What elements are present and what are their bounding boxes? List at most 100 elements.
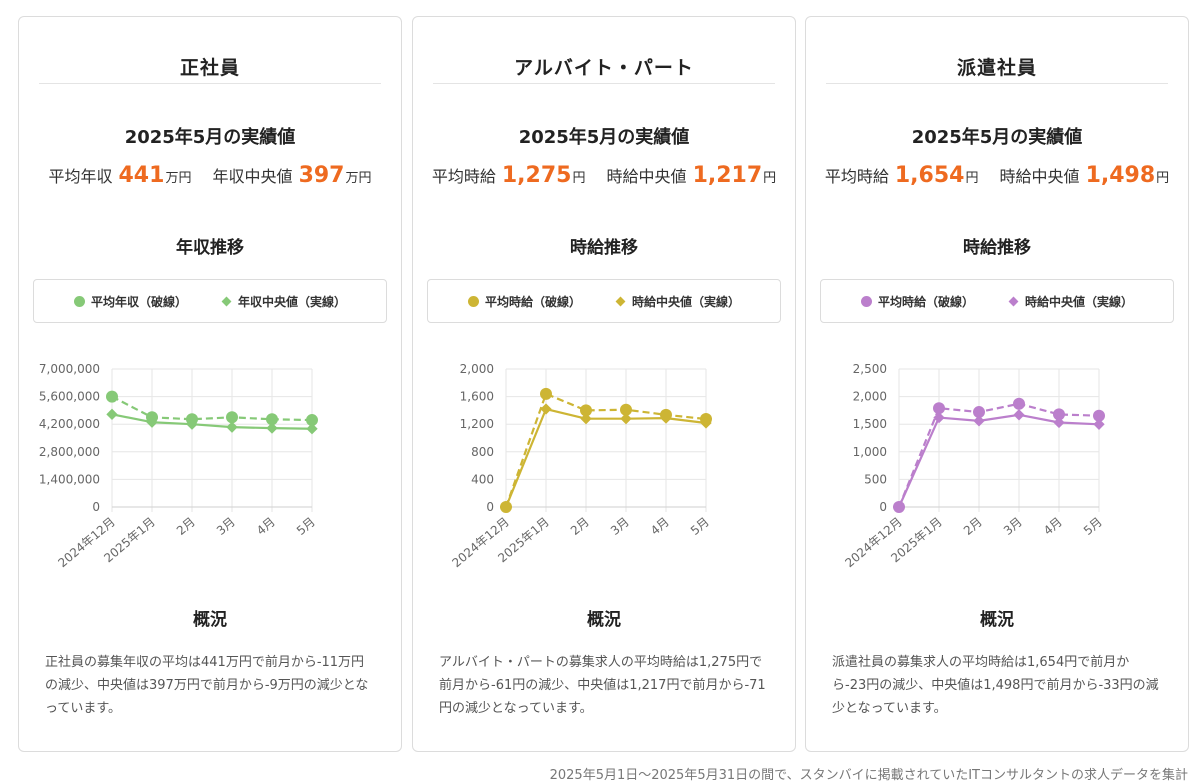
y-tick-label: 2,000	[460, 362, 494, 376]
card-arubaito-part: アルバイト・パート 2025年5月の実績値 平均時給 1,275円 時給中央値 1,…	[412, 16, 796, 752]
circle-marker-icon	[467, 295, 479, 307]
x-tick-label: 4月	[1041, 515, 1065, 538]
stat-unit: 円	[965, 171, 979, 186]
stat-unit: 円	[763, 171, 777, 186]
stat-median: 時給中央値 1,217円	[607, 163, 777, 188]
diamond-marker-icon	[221, 296, 232, 306]
y-tick-label: 7,000,000	[39, 362, 100, 376]
legend-label: 時給中央値（実線）	[632, 294, 741, 309]
legend-item-dashed[interactable]: 平均時給（破線）	[467, 293, 581, 310]
summary-title: 概況	[193, 610, 227, 630]
series-line-solid	[504, 407, 707, 508]
y-tick-label: 2,800,000	[39, 445, 100, 459]
series-line-solid	[897, 413, 1100, 508]
data-point-circle	[266, 413, 278, 426]
data-point-circle	[1093, 409, 1105, 422]
data-point-circle	[1053, 408, 1065, 421]
y-tick-label: 1,200	[460, 417, 494, 431]
y-tick-label: 5,600,000	[39, 390, 100, 404]
summary-text: アルバイト・パートの募集求人の平均時給は1,275円で前月から-61円の減少、中…	[439, 655, 766, 716]
x-tick-label: 4月	[648, 515, 672, 538]
stat-label: 平均年収	[48, 167, 113, 186]
data-point-circle	[540, 387, 552, 400]
y-tick-label: 0	[92, 500, 100, 514]
stat-unit: 円	[572, 171, 586, 186]
x-tick-label: 5月	[688, 515, 712, 538]
legend-item-dashed[interactable]: 平均年収（破線）	[73, 293, 187, 310]
results-title: 2025年5月の実績値	[124, 127, 296, 148]
y-tick-label: 1,500	[853, 417, 887, 431]
stat-median: 年収中央値 397万円	[213, 163, 372, 188]
data-point-circle	[226, 411, 238, 424]
y-tick-label: 1,600	[460, 390, 494, 404]
stat-average: 平均時給 1,275円	[432, 163, 586, 188]
legend-item-solid[interactable]: 年収中央値（実線）	[221, 293, 347, 310]
series-line-dashed	[111, 395, 313, 422]
legend-label: 平均時給（破線）	[877, 294, 974, 309]
y-tick-label: 0	[486, 500, 494, 514]
data-point-circle	[620, 403, 632, 416]
card-haken-shain: 派遣社員 2025年5月の実績値 平均時給 1,654円 時給中央値 1,498円 …	[805, 16, 1189, 752]
divider	[826, 83, 1168, 84]
stat-label: 時給中央値	[999, 167, 1080, 186]
series-line-solid	[111, 413, 313, 430]
summary-text: 派遣社員の募集求人の平均時給は1,654円で前月から-23円の減少、中央値は1,…	[832, 655, 1159, 716]
legend-label: 年収中央値（実線）	[238, 294, 347, 309]
data-point-diamond	[106, 408, 118, 420]
y-tick-label: 500	[864, 472, 887, 486]
card-title: 派遣社員	[956, 57, 1037, 79]
y-tick-label: 400	[471, 472, 494, 486]
chart-legend: 平均時給（破線） 時給中央値（実線）	[820, 279, 1174, 323]
data-point-diamond	[226, 421, 238, 433]
diamond-marker-icon	[1008, 296, 1019, 306]
data-point-circle	[973, 406, 985, 419]
legend-label: 時給中央値（実線）	[1025, 294, 1134, 309]
chart-legend: 平均年収（破線） 年収中央値（実線）	[33, 279, 387, 323]
x-tick-label: 3月	[608, 515, 632, 538]
footnote: 2025年5月1日～2025年5月31日の間で、スタンバイに掲載されていたITコ…	[549, 768, 1188, 783]
data-point-circle	[933, 402, 945, 415]
data-point-diamond	[1013, 409, 1025, 421]
stat-value: 397	[298, 163, 345, 188]
x-tick-label: 3月	[214, 515, 238, 538]
data-point-diamond	[1053, 416, 1065, 429]
legend-item-solid[interactable]: 時給中央値（実線）	[615, 293, 741, 310]
y-tick-label: 800	[471, 445, 494, 459]
card-title: アルバイト・パート	[514, 57, 694, 79]
legend-item-dashed[interactable]: 平均時給（破線）	[860, 293, 974, 310]
divider	[433, 83, 775, 84]
stat-label: 時給中央値	[606, 167, 687, 186]
stat-value: 1,275	[501, 163, 572, 188]
legend-item-solid[interactable]: 時給中央値（実線）	[1008, 293, 1134, 310]
stat-label: 年収中央値	[212, 167, 293, 186]
x-tick-label: 2月	[961, 515, 985, 538]
y-tick-label: 0	[879, 500, 887, 514]
x-tick-label: 2月	[568, 515, 592, 538]
data-point-diamond	[186, 418, 198, 430]
data-point-diamond	[306, 423, 318, 435]
results-title: 2025年5月の実績値	[911, 127, 1083, 148]
stat-unit: 円	[1156, 171, 1170, 186]
x-tick-label: 2月	[174, 515, 198, 538]
series-line-dashed	[897, 402, 1100, 508]
diamond-marker-icon	[615, 296, 626, 306]
data-point-circle	[1013, 397, 1025, 410]
y-tick-label: 2,000	[853, 390, 887, 404]
y-tick-label: 1,000	[853, 445, 887, 459]
data-point-diamond	[620, 413, 632, 425]
summary-title: 概況	[980, 610, 1014, 630]
data-point-circle	[580, 404, 592, 417]
divider	[39, 83, 381, 84]
x-tick-label: 5月	[294, 515, 318, 538]
x-tick-label: 5月	[1081, 515, 1105, 538]
stat-value: 1,498	[1085, 163, 1156, 188]
stats-row: 平均年収 441万円 年収中央値 397万円	[19, 163, 401, 188]
data-point-diamond	[933, 411, 945, 424]
data-point-circle	[106, 390, 118, 403]
summary-text: 正社員の募集年収の平均は441万円で前月から-11万円の減少、中央値は397万円…	[45, 655, 369, 716]
card-title: 正社員	[179, 57, 240, 79]
circle-marker-icon	[860, 295, 872, 307]
circle-marker-icon	[73, 295, 85, 307]
